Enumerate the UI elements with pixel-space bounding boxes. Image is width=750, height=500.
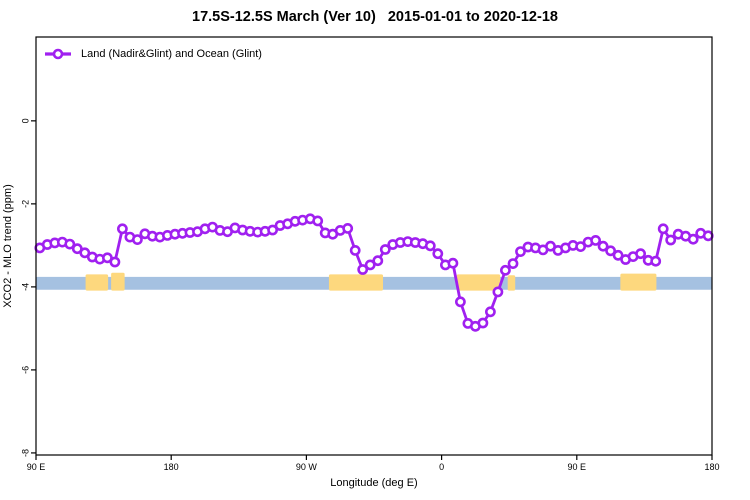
chart-title: 17.5S-12.5S March (Ver 10) 2015-01-01 to… (192, 9, 558, 25)
data-point (477, 317, 489, 329)
data-point (507, 258, 519, 269)
legend-label: Land (Nadir&Glint) and Ocean (Glint) (81, 48, 262, 60)
y-tick-label: -2 (20, 200, 30, 208)
data-point (499, 264, 511, 276)
land-segment-australia (620, 273, 657, 291)
land-segment-australia-west (85, 274, 109, 291)
x-tick-label: 180 (164, 462, 179, 472)
data-point (349, 244, 361, 256)
data-point (657, 223, 669, 235)
data-point (612, 249, 624, 261)
data-point (665, 234, 677, 246)
legend: Land (Nadir&Glint) and Ocean (Glint) (44, 48, 262, 60)
land-segment-australia-east (111, 272, 125, 291)
x-tick-label: 90 E (27, 462, 46, 472)
data-point (492, 286, 504, 298)
legend-marker-icon (45, 48, 71, 60)
land-segment-south-america (328, 274, 384, 291)
x-tick-label: 180 (704, 462, 719, 472)
data-point (605, 245, 616, 257)
land-segment-madagascar (507, 275, 516, 291)
data-point (64, 238, 76, 250)
y-tick-label: -8 (20, 449, 30, 457)
data-point (687, 233, 699, 245)
data-point (545, 240, 556, 252)
y-tick-label: -4 (20, 283, 30, 291)
y-axis-title: XCO2 - MLO trend (ppm) (2, 184, 14, 308)
data-point (379, 244, 391, 255)
data-point (109, 256, 121, 268)
data-point (590, 234, 601, 246)
data-point (79, 247, 91, 259)
land-segment-africa (456, 274, 501, 291)
data-point (357, 264, 369, 275)
data-point (312, 215, 324, 227)
data-point (117, 223, 128, 235)
data-point (635, 248, 646, 260)
plot-border (35, 36, 713, 456)
data-point (102, 252, 113, 264)
data-point (342, 222, 354, 234)
data-point (575, 241, 586, 252)
data-point (515, 246, 526, 257)
data-point (702, 230, 714, 242)
data-point (650, 255, 662, 267)
data-point (131, 234, 143, 245)
data-point (454, 296, 466, 308)
y-tick-label: 0 (20, 118, 30, 123)
x-tick-label: 90 W (296, 462, 318, 472)
data-point (484, 306, 496, 318)
y-tick-label: -6 (20, 366, 30, 374)
data-point (372, 255, 384, 267)
data-point (267, 224, 278, 236)
data-point (432, 248, 444, 260)
x-tick-label: 0 (439, 462, 444, 472)
x-axis-title: Longitude (deg E) (330, 477, 418, 489)
data-point (424, 240, 436, 252)
data-point (447, 257, 459, 269)
data-point (597, 240, 609, 252)
x-tick-label: 90 E (568, 462, 587, 472)
data-point (364, 259, 376, 271)
